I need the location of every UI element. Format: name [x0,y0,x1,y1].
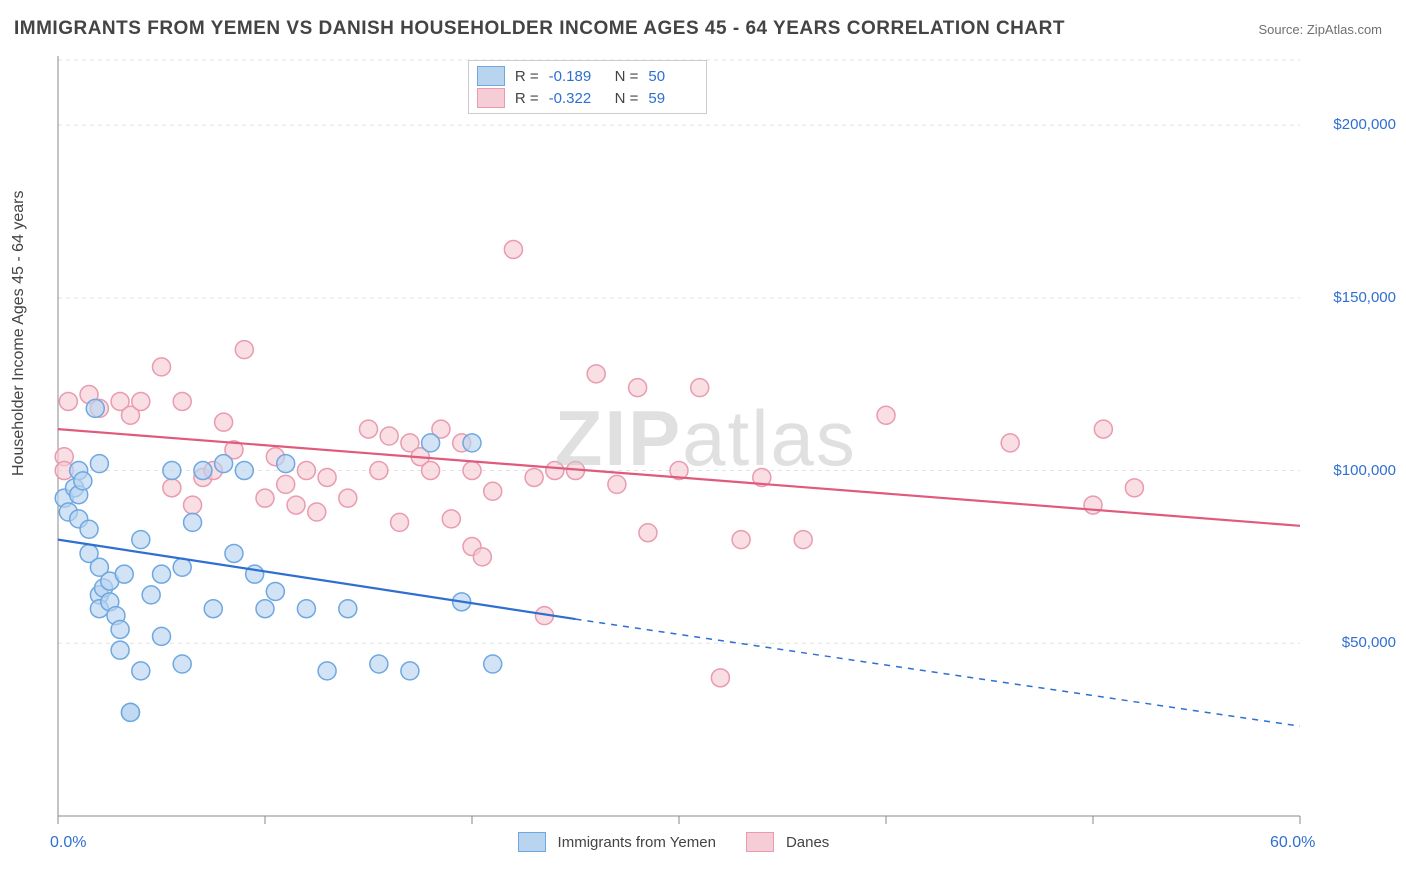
source-attribution: Source: ZipAtlas.com [1258,22,1382,37]
legend-row: R =-0.189N =50 [477,65,699,87]
y-tick-label: $200,000 [1306,116,1396,133]
scatter-plot [0,56,1400,846]
legend-label: Immigrants from Yemen [558,834,716,851]
legend-swatch [518,832,546,852]
y-tick-label: $100,000 [1306,462,1396,479]
legend-swatch [477,66,505,86]
legend-swatch [746,832,774,852]
chart-title: IMMIGRANTS FROM YEMEN VS DANISH HOUSEHOL… [14,18,1065,40]
correlation-legend: R =-0.189N =50R =-0.322N =59 [468,60,708,114]
x-axis-start-label: 0.0% [50,834,86,852]
y-tick-label: $150,000 [1306,289,1396,306]
y-tick-label: $50,000 [1306,634,1396,651]
legend-label: Danes [786,834,829,851]
x-axis-end-label: 60.0% [1270,834,1315,852]
legend-swatch [477,88,505,108]
chart-container: Householder Income Ages 45 - 64 years ZI… [0,56,1406,892]
legend-item: Immigrants from Yemen [518,832,716,852]
legend-row: R =-0.322N =59 [477,87,699,109]
legend-item: Danes [746,832,829,852]
series-legend: Immigrants from Yemen Danes [518,832,830,852]
